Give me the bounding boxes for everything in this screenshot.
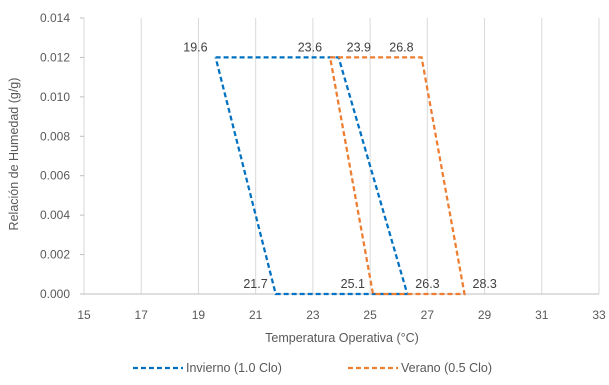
x-tick-label: 17 xyxy=(135,308,149,322)
x-tick-label: 29 xyxy=(478,308,492,322)
series-line-verano xyxy=(328,56,466,296)
y-tick-labels: 0.000 0.002 0.004 0.006 0.008 0.010 0.012 0.014 xyxy=(40,11,70,301)
y-tick-label: 0.010 xyxy=(40,90,70,104)
y-tick-label: 0.006 xyxy=(40,169,70,183)
data-label: 19.6 xyxy=(183,40,207,54)
y-tick-label: 0.000 xyxy=(40,287,70,301)
data-label: 23.6 xyxy=(298,40,322,54)
y-tick-label: 0.008 xyxy=(40,129,70,143)
x-tick-label: 33 xyxy=(592,308,606,322)
data-labels: 19.6 23.6 23.9 26.8 21.7 25.1 26.3 28.3 xyxy=(183,40,497,291)
y-tick-label: 0.002 xyxy=(40,248,70,262)
x-tick-label: 19 xyxy=(192,308,206,322)
data-label: 21.7 xyxy=(243,277,267,291)
y-tick-label: 0.014 xyxy=(40,11,70,25)
data-label: 28.3 xyxy=(473,277,497,291)
x-tick-label: 15 xyxy=(77,308,91,322)
legend-label: Verano (0.5 Clo) xyxy=(401,361,492,375)
series-lines xyxy=(214,56,466,296)
gridlines xyxy=(80,17,600,295)
x-axis-title: Temperatura Operativa (°C) xyxy=(265,331,419,345)
x-tick-label: 27 xyxy=(421,308,435,322)
x-tick-label: 31 xyxy=(535,308,549,322)
x-tick-label: 23 xyxy=(306,308,320,322)
series-line-invierno xyxy=(214,56,409,296)
legend-label: Invierno (1.0 Clo) xyxy=(186,361,282,375)
data-label: 23.9 xyxy=(347,40,371,54)
x-tick-label: 21 xyxy=(249,308,263,322)
y-axis-title: Relación de Humedad (g/g) xyxy=(7,78,21,231)
y-tick-label: 0.012 xyxy=(40,50,70,64)
x-tick-labels: 15 17 19 21 23 25 27 29 31 33 xyxy=(77,308,606,322)
data-label: 26.3 xyxy=(415,277,439,291)
data-label: 25.1 xyxy=(341,277,365,291)
data-label: 26.8 xyxy=(389,40,413,54)
legend: Invierno (1.0 Clo) Verano (0.5 Clo) xyxy=(133,361,492,375)
y-tick-label: 0.004 xyxy=(40,208,70,222)
x-tick-label: 25 xyxy=(363,308,377,322)
